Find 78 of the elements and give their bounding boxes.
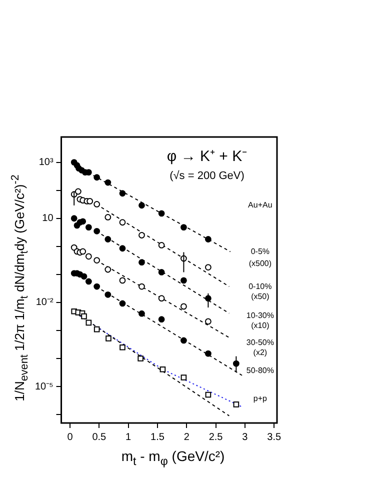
point — [138, 310, 145, 317]
point — [94, 257, 100, 264]
annotation: 10-30% — [246, 311, 274, 320]
point — [180, 303, 187, 310]
point — [205, 392, 212, 398]
point — [158, 242, 165, 248]
x-tick-label: 3.5 — [267, 432, 282, 443]
point — [205, 236, 212, 242]
point — [180, 374, 187, 380]
point — [205, 350, 212, 357]
x-tick-label: 1 — [126, 432, 132, 443]
point — [104, 291, 112, 298]
point — [70, 215, 78, 222]
point — [94, 283, 100, 290]
annotation: Au+Au — [248, 200, 272, 210]
point — [106, 336, 112, 342]
y-tick-label: 10 — [42, 213, 54, 224]
x-axis-title: m$_{t}$ - m$_{φ}$ (GeV/c²) — [120, 448, 226, 468]
point — [80, 248, 86, 255]
point — [119, 300, 126, 307]
point — [158, 295, 165, 302]
point — [94, 174, 100, 181]
annotation: p+p — [253, 394, 268, 404]
annotation: (x2) — [253, 348, 268, 358]
point — [74, 188, 82, 195]
annotation: 30-50% — [246, 338, 274, 348]
point — [81, 313, 87, 320]
text: (√s = 200 GeV) — [170, 170, 244, 182]
point — [119, 245, 126, 252]
point — [104, 266, 112, 273]
point — [180, 224, 187, 230]
annotation: 50-80% — [246, 366, 274, 376]
x-tick-label: 1.5 — [150, 432, 165, 443]
point — [158, 210, 165, 217]
annotation: (x10) — [251, 321, 270, 330]
y-tick-label: 10⁻⁵ — [34, 381, 54, 392]
x-tick-label: 0 — [67, 432, 74, 443]
point — [86, 198, 94, 204]
point — [85, 278, 92, 285]
point — [80, 273, 88, 280]
point — [138, 202, 145, 209]
point — [94, 326, 100, 332]
point — [104, 236, 112, 242]
point — [158, 316, 165, 323]
x-tick-label: 0.5 — [92, 432, 107, 443]
point — [180, 277, 187, 284]
point — [138, 283, 145, 290]
y-tick-label: 10³ — [38, 157, 54, 168]
point — [138, 259, 145, 266]
point — [138, 356, 144, 362]
point — [94, 228, 100, 234]
point — [138, 232, 145, 238]
point — [205, 264, 212, 270]
y-tick-label: 10⁻² — [36, 297, 54, 308]
x-tick-label: 2 — [184, 432, 190, 443]
annotation: 0-5% — [250, 247, 270, 256]
point — [85, 224, 92, 230]
point — [158, 269, 165, 276]
annotation: (x50) — [251, 292, 270, 302]
x-tick-label: 2.5 — [208, 432, 224, 443]
point — [86, 320, 92, 326]
text: φ → K⁺ + K⁻ — [166, 148, 248, 166]
point — [85, 253, 92, 260]
point — [233, 402, 240, 408]
point — [104, 179, 112, 186]
point — [180, 337, 187, 344]
point — [80, 218, 86, 225]
point — [119, 190, 126, 197]
point — [119, 277, 126, 284]
point — [104, 214, 112, 220]
point — [119, 219, 126, 226]
point — [120, 344, 126, 350]
x-tick-label: 3 — [242, 432, 248, 443]
point — [205, 318, 212, 325]
point — [160, 366, 166, 372]
point — [94, 201, 100, 208]
annotation: (x500) — [248, 259, 272, 268]
annotation: 0-10% — [248, 282, 272, 292]
